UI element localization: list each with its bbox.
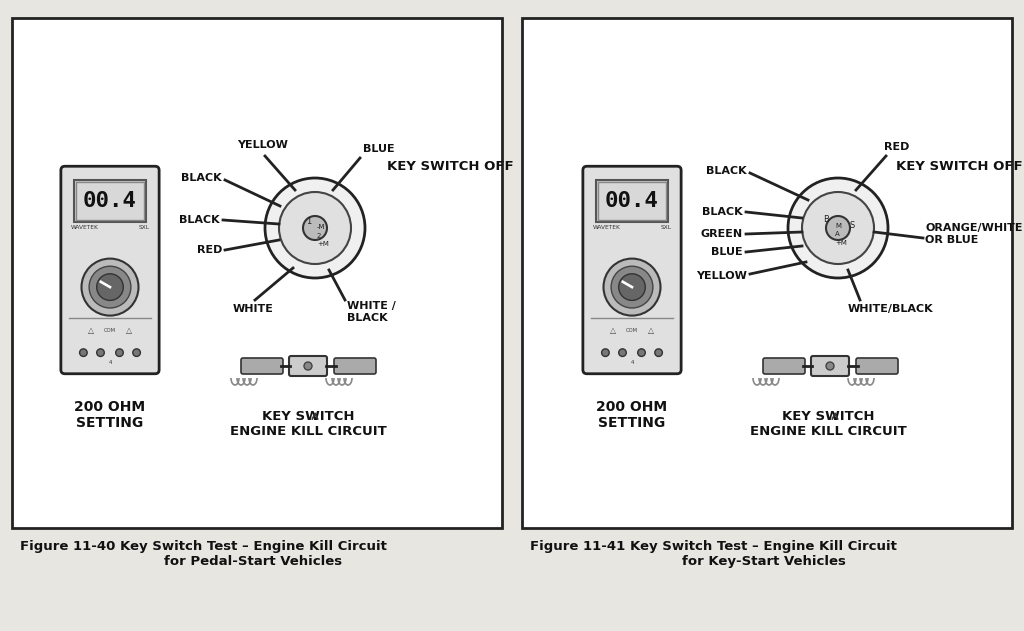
Text: SXL: SXL — [660, 225, 672, 230]
Bar — [76, 182, 144, 220]
Text: 2: 2 — [317, 233, 322, 239]
Text: KEY SWITCH OFF: KEY SWITCH OFF — [387, 160, 514, 172]
Text: YELLOW: YELLOW — [238, 140, 289, 150]
Text: WHITE/BLACK: WHITE/BLACK — [848, 304, 934, 314]
FancyBboxPatch shape — [241, 358, 283, 374]
Circle shape — [279, 192, 351, 264]
Text: KEY SWITCH
ENGINE KILL CIRCUIT: KEY SWITCH ENGINE KILL CIRCUIT — [229, 410, 386, 438]
Text: 00.4: 00.4 — [83, 191, 137, 211]
Text: ORANGE/WHITE
OR BLUE: ORANGE/WHITE OR BLUE — [925, 223, 1023, 245]
Text: KEY SWITCH OFF: KEY SWITCH OFF — [896, 160, 1023, 172]
Text: BLUE: BLUE — [712, 247, 743, 257]
Text: 4: 4 — [631, 360, 634, 365]
Text: 1: 1 — [306, 218, 311, 227]
Circle shape — [826, 216, 850, 240]
Text: SXL: SXL — [138, 225, 150, 230]
Text: RED: RED — [884, 142, 909, 152]
Text: △: △ — [610, 326, 616, 335]
Circle shape — [602, 349, 609, 357]
Circle shape — [89, 266, 131, 308]
Text: BLACK: BLACK — [179, 215, 220, 225]
Circle shape — [265, 178, 365, 278]
Circle shape — [82, 259, 138, 316]
Circle shape — [116, 349, 123, 357]
Circle shape — [603, 259, 660, 316]
Text: YELLOW: YELLOW — [696, 271, 746, 281]
Text: 200 OHM
SETTING: 200 OHM SETTING — [596, 400, 668, 430]
FancyBboxPatch shape — [60, 166, 159, 374]
Text: 00.4: 00.4 — [605, 191, 659, 211]
Circle shape — [133, 349, 140, 357]
Text: BLUE: BLUE — [362, 144, 394, 154]
Circle shape — [96, 274, 123, 300]
Circle shape — [638, 349, 645, 357]
Circle shape — [618, 349, 627, 357]
FancyBboxPatch shape — [334, 358, 376, 374]
Text: 4: 4 — [109, 360, 112, 365]
FancyBboxPatch shape — [763, 358, 805, 374]
Text: WAVETEK: WAVETEK — [593, 225, 621, 230]
Circle shape — [802, 192, 874, 264]
Text: COM: COM — [626, 328, 638, 333]
Circle shape — [96, 349, 104, 357]
Circle shape — [303, 216, 327, 240]
Bar — [74, 180, 146, 221]
FancyBboxPatch shape — [856, 358, 898, 374]
Text: RED: RED — [197, 245, 222, 255]
Text: △: △ — [648, 326, 654, 335]
Text: M: M — [835, 223, 841, 229]
Circle shape — [611, 266, 653, 308]
FancyBboxPatch shape — [811, 356, 849, 376]
FancyBboxPatch shape — [289, 356, 327, 376]
Text: KEY SWITCH
ENGINE KILL CIRCUIT: KEY SWITCH ENGINE KILL CIRCUIT — [750, 410, 906, 438]
Circle shape — [826, 362, 834, 370]
Text: Figure 11-41: Figure 11-41 — [530, 540, 626, 553]
Circle shape — [304, 362, 312, 370]
Text: BLACK: BLACK — [702, 207, 743, 217]
Circle shape — [618, 274, 645, 300]
Text: BLACK: BLACK — [181, 173, 222, 183]
Bar — [522, 18, 1012, 528]
Text: +M: +M — [835, 240, 847, 246]
Text: 200 OHM
SETTING: 200 OHM SETTING — [75, 400, 145, 430]
Text: B: B — [823, 216, 829, 225]
Bar — [12, 18, 502, 528]
Circle shape — [80, 349, 87, 357]
Circle shape — [788, 178, 888, 278]
Text: -M: -M — [317, 224, 326, 230]
Text: +M: +M — [317, 241, 329, 247]
Text: S: S — [849, 221, 855, 230]
Text: BLACK: BLACK — [707, 166, 746, 176]
Text: △: △ — [126, 326, 132, 335]
Text: Key Switch Test – Engine Kill Circuit
for Key-Start Vehicles: Key Switch Test – Engine Kill Circuit fo… — [630, 540, 897, 568]
FancyBboxPatch shape — [583, 166, 681, 374]
Bar — [598, 182, 667, 220]
Text: GREEN: GREEN — [700, 229, 743, 239]
Text: △: △ — [88, 326, 94, 335]
Text: COM: COM — [104, 328, 116, 333]
Text: Key Switch Test – Engine Kill Circuit
for Pedal-Start Vehicles: Key Switch Test – Engine Kill Circuit fo… — [120, 540, 387, 568]
Text: WHITE: WHITE — [232, 304, 273, 314]
Text: WAVETEK: WAVETEK — [71, 225, 98, 230]
Text: WHITE /
BLACK: WHITE / BLACK — [347, 301, 396, 322]
Text: Figure 11-40: Figure 11-40 — [20, 540, 116, 553]
Text: A: A — [835, 231, 840, 237]
Bar — [596, 180, 669, 221]
Circle shape — [654, 349, 663, 357]
